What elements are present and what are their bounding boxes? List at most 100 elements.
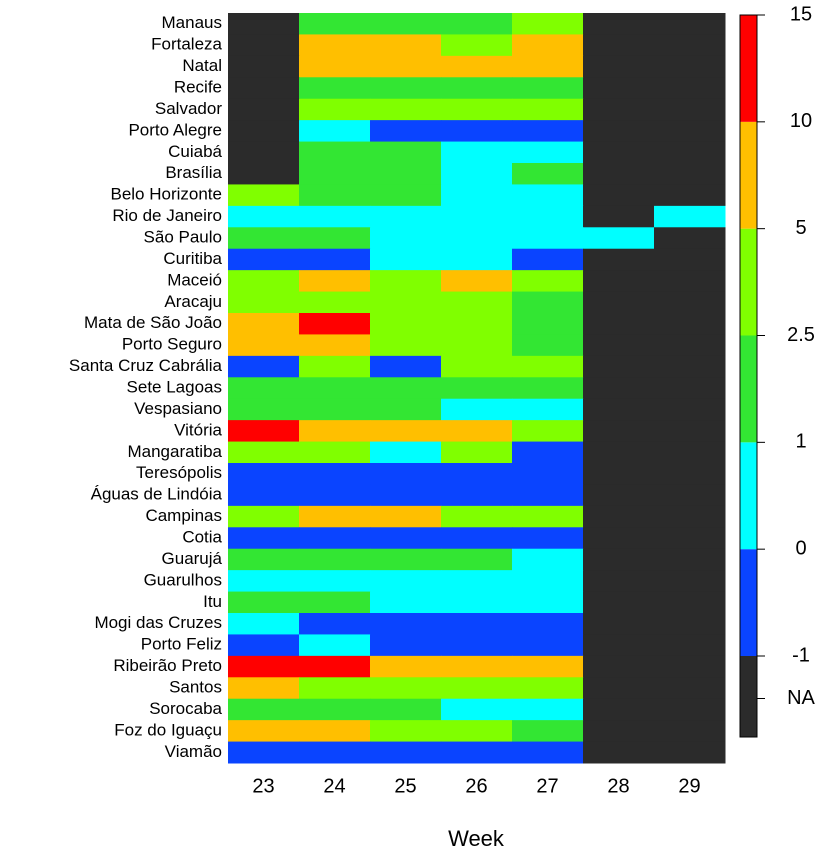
legend-tick-label: 5	[795, 217, 806, 239]
cell	[370, 613, 442, 635]
row-label: Cotia	[182, 527, 222, 546]
cell	[654, 313, 726, 335]
cell	[370, 120, 442, 143]
legend-tick-label: NA	[787, 687, 815, 709]
cell	[512, 720, 584, 743]
cell	[583, 184, 655, 207]
cell	[441, 527, 513, 550]
cell	[512, 13, 584, 35]
cell	[228, 677, 300, 700]
cell	[654, 570, 726, 593]
cell	[370, 463, 442, 485]
cell	[512, 527, 584, 550]
cell	[512, 77, 584, 100]
cell	[583, 205, 655, 228]
cell	[583, 248, 655, 271]
cell	[441, 163, 513, 185]
cell	[370, 334, 442, 357]
cell	[370, 205, 442, 228]
cell	[228, 248, 300, 271]
cell	[228, 55, 300, 78]
cell	[654, 377, 726, 400]
row-label: Santos	[169, 677, 222, 696]
legend-swatch	[740, 15, 757, 122]
x-axis-label: Week	[448, 826, 505, 851]
cell	[441, 570, 513, 593]
cell	[583, 77, 655, 100]
cell	[583, 720, 655, 743]
cell	[654, 505, 726, 528]
row-label: Ribeirão Preto	[113, 656, 222, 675]
cell	[370, 184, 442, 207]
cell	[299, 377, 371, 400]
cell	[299, 270, 371, 293]
cell	[299, 441, 371, 464]
cell	[299, 291, 371, 314]
cell	[654, 548, 726, 571]
cell	[299, 720, 371, 743]
cell	[228, 527, 300, 550]
cell	[299, 698, 371, 721]
cell	[299, 570, 371, 593]
cell	[370, 141, 442, 164]
cell	[228, 505, 300, 528]
cell	[441, 677, 513, 700]
cell	[228, 720, 300, 743]
cell	[299, 227, 371, 250]
cell	[441, 484, 513, 507]
cell	[512, 120, 584, 143]
cell	[654, 55, 726, 78]
cell	[583, 527, 655, 550]
cell	[583, 55, 655, 78]
cell	[654, 741, 726, 764]
cell	[299, 163, 371, 185]
cell	[654, 698, 726, 721]
row-label: Teresópolis	[136, 463, 222, 482]
cell	[512, 441, 584, 464]
cell	[299, 55, 371, 78]
row-label: Recife	[174, 77, 222, 96]
row-label: Natal	[182, 56, 222, 75]
row-label: Sete Lagoas	[127, 377, 222, 396]
row-label: Porto Seguro	[122, 335, 222, 354]
row-label: Itu	[203, 592, 222, 611]
cell	[228, 141, 300, 164]
cell	[299, 634, 371, 657]
cell	[441, 698, 513, 721]
cell	[583, 98, 655, 121]
row-label: São Paulo	[144, 227, 222, 246]
legend-border	[739, 14, 758, 738]
cell	[228, 205, 300, 228]
cell	[228, 13, 300, 35]
cell	[654, 163, 726, 185]
cell	[228, 270, 300, 293]
cell	[512, 570, 584, 593]
row-label: Guarujá	[162, 549, 223, 568]
cell	[583, 141, 655, 164]
cell	[512, 205, 584, 228]
cell	[228, 570, 300, 593]
row-label: Vitória	[174, 420, 222, 439]
cell	[583, 398, 655, 421]
cell	[512, 420, 584, 443]
cell	[512, 463, 584, 485]
cell	[654, 227, 726, 250]
cell	[654, 291, 726, 314]
cell	[654, 441, 726, 464]
row-label: Mata de São João	[84, 313, 222, 332]
cell	[370, 548, 442, 571]
row-label: Vespasiano	[134, 399, 222, 418]
cell	[654, 13, 726, 35]
cell	[654, 334, 726, 357]
legend-tick-label: 15	[790, 3, 812, 25]
cell	[583, 505, 655, 528]
cell	[441, 291, 513, 314]
cell	[441, 613, 513, 635]
cell	[441, 248, 513, 271]
cell	[441, 634, 513, 657]
x-tick-label: 29	[678, 775, 700, 797]
row-label: Porto Feliz	[141, 635, 222, 654]
x-tick-label: 27	[536, 775, 558, 797]
cell	[441, 548, 513, 571]
